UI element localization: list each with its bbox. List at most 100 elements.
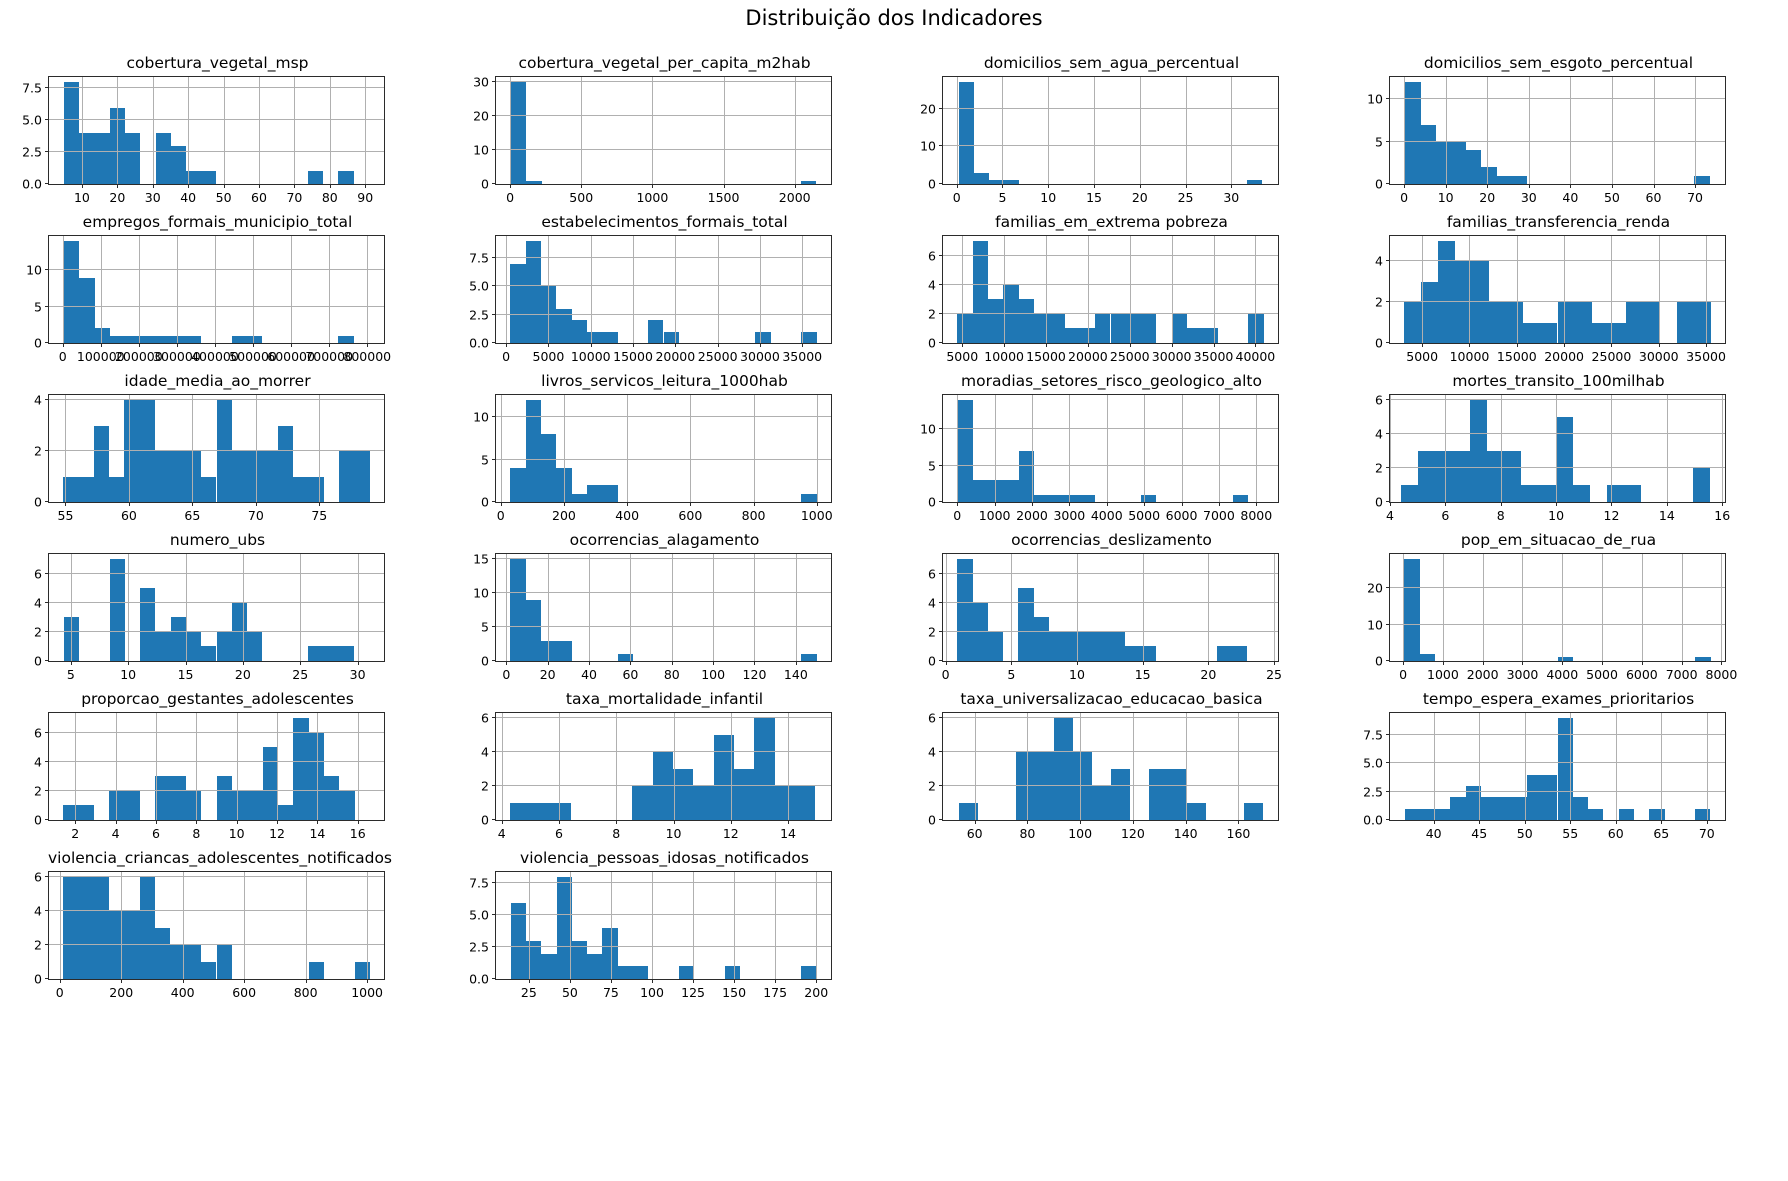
x-tick [1721, 661, 1723, 665]
histogram-bar [541, 953, 557, 979]
x-tick-label: 55 [57, 508, 74, 523]
y-tick-label: 0.0 [22, 176, 42, 192]
x-tick-label: 20 [539, 667, 556, 682]
y-tick-label: 0 [34, 494, 42, 510]
y-tick [1386, 140, 1390, 142]
x-tick [1479, 820, 1481, 824]
x-tick-label: 600 [232, 985, 257, 1000]
subplot-title: ocorrencias_alagamento [569, 531, 760, 549]
y-tick [492, 501, 496, 502]
histogram-bar [1048, 631, 1065, 661]
histogram-bar [78, 805, 94, 820]
y-tick-label: 0.0 [1363, 812, 1383, 828]
gridline [128, 395, 130, 502]
gridline [319, 395, 321, 502]
y-tick-label: 10 [1367, 91, 1383, 107]
x-tick-label: 75 [602, 985, 619, 1000]
y-tick [1386, 342, 1390, 343]
gridline [1611, 236, 1613, 343]
x-tick [501, 820, 503, 824]
gridline [1002, 77, 1004, 184]
gridline [775, 872, 777, 979]
y-tick-label: 0 [481, 176, 489, 192]
x-tick-label: 15000 [1496, 349, 1537, 364]
x-tick [652, 184, 654, 188]
y-tick-label: 5 [928, 458, 936, 474]
gridline [943, 254, 1278, 256]
y-tick-label: 5.0 [1363, 755, 1383, 771]
y-tick [939, 501, 943, 502]
histogram-bar [1404, 808, 1420, 820]
y-tick-label: 4 [928, 277, 936, 293]
histogram-bar [1167, 769, 1187, 820]
histogram-bar [724, 966, 740, 979]
y-tick-label: 5 [481, 452, 489, 468]
x-tick [1213, 343, 1215, 347]
x-tick-label: 5 [66, 667, 75, 682]
histogram-bar [1540, 322, 1558, 343]
x-tick-label: 55 [1562, 826, 1579, 841]
gridline [49, 450, 384, 452]
gridline [581, 77, 583, 184]
y-tick [492, 115, 496, 117]
plot-area: 2 4 6 8 10 12 14 16 0 2 4 6 [34, 712, 385, 841]
histogram-bar [972, 241, 988, 343]
histogram-bar [972, 602, 988, 661]
histogram-bar [1557, 657, 1573, 661]
x-tick [945, 661, 947, 665]
x-tick [1027, 820, 1029, 824]
gridline [70, 554, 72, 661]
y-tick [1386, 762, 1390, 764]
histogram-bar [293, 476, 309, 502]
x-tick-label: 150 [722, 985, 747, 1000]
gridline [1487, 77, 1489, 184]
y-tick [45, 910, 49, 912]
y-tick-label: 6 [34, 869, 42, 885]
gridline [49, 601, 384, 603]
gridline [1722, 395, 1724, 502]
gridline [100, 236, 102, 343]
gridline [115, 713, 117, 820]
x-tick-label: 15 [1134, 667, 1151, 682]
x-tick-label: 12 [1603, 508, 1620, 523]
histogram-bar [987, 631, 1004, 661]
histogram-bar [155, 928, 171, 979]
histogram-bar [308, 476, 324, 502]
x-tick [1487, 184, 1489, 188]
y-tick-label: 6 [928, 710, 936, 726]
histogram-bar [794, 786, 816, 820]
gridline [510, 77, 512, 184]
x-tick-label: 12 [722, 826, 739, 841]
subplot-estabelecimentos-formais-total: estabelecimentos_formais_total 0 5000 10000… [447, 211, 894, 370]
subplot-title: violencia_criancas_adolescentes_notifica… [48, 849, 393, 867]
histogram-bar [155, 451, 171, 502]
gridline [1077, 554, 1078, 661]
x-tick [1482, 661, 1484, 665]
histogram-bar [216, 631, 232, 661]
y-tick-label: 4 [34, 392, 42, 408]
x-tick-label: 10 [1548, 508, 1565, 523]
x-tick [974, 820, 976, 824]
histogram-bar [525, 599, 542, 661]
y-tick [45, 87, 49, 89]
plot-area: 0 100000 200000 300000 400000 500000 600000 700… [26, 235, 391, 364]
histogram-bar [1542, 774, 1558, 820]
x-tick-label: 30 [1223, 190, 1240, 205]
histogram-bar [800, 966, 817, 979]
histogram-bar [1695, 657, 1711, 661]
gridline [1653, 77, 1655, 184]
gridline [294, 77, 296, 184]
histogram-bar [1450, 797, 1466, 820]
histogram-bar [1538, 485, 1556, 502]
histogram-bar [1555, 417, 1573, 502]
x-tick-label: 75 [311, 508, 328, 523]
subplot-title: domicilios_sem_esgoto_percentual [1423, 54, 1694, 72]
y-tick [939, 572, 943, 574]
gridline [943, 717, 1278, 719]
x-tick-label: 1000 [978, 508, 1011, 523]
x-tick [1658, 343, 1660, 347]
histogram-bar [1506, 302, 1524, 343]
histogram-bar [586, 485, 603, 502]
histogram-bar [185, 945, 202, 979]
x-tick-label: 4 [1386, 508, 1394, 523]
